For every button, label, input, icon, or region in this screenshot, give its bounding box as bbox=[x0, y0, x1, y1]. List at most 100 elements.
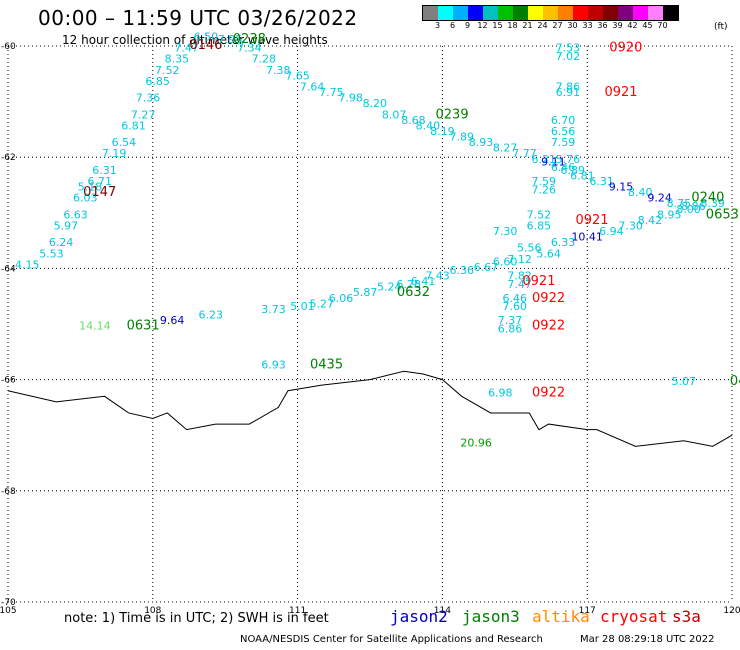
footer-credit: NOAA/NESDIS Center for Satellite Applica… bbox=[240, 634, 543, 645]
wave-height-label: 8.19 bbox=[430, 125, 455, 138]
wave-height-label: 5.64 bbox=[536, 247, 561, 260]
wave-height-label: 5.97 bbox=[54, 219, 79, 232]
legend-swatch bbox=[648, 6, 663, 20]
wave-height-label: 6.36 bbox=[449, 264, 474, 277]
legend-swatch bbox=[528, 6, 543, 20]
wave-height-label: 7.47 bbox=[174, 42, 199, 55]
wave-height-label: 7.64 bbox=[300, 80, 325, 93]
wave-height-label: 7.52 bbox=[527, 208, 552, 221]
satellite-jason2: jason2 bbox=[390, 607, 448, 626]
legend-ticks: 3 6 9 12 15 18 21 24 27 30 33 36 39 42 45 70 bbox=[430, 21, 679, 30]
wave-height-label: 9.64 bbox=[160, 314, 185, 327]
wave-height-label: 8.27 bbox=[493, 142, 518, 155]
wave-height-label: 7.43 bbox=[425, 270, 450, 283]
y-tick-label: -60 bbox=[1, 42, 16, 52]
wave-height-label: 6.46 bbox=[503, 292, 528, 305]
legend-swatch bbox=[513, 6, 528, 20]
wave-height-label: 6.23 bbox=[198, 308, 223, 321]
wave-height-label: 7.26 bbox=[532, 183, 557, 196]
wave-height-label: 6.50 bbox=[194, 30, 219, 43]
legend-swatch bbox=[573, 6, 588, 20]
wave-height-label: 5.27 bbox=[309, 297, 334, 310]
time-label: 0921 bbox=[604, 85, 637, 100]
legend-swatch bbox=[423, 6, 438, 20]
wave-height-label: 5.01 bbox=[290, 300, 315, 313]
time-label: 0239 bbox=[436, 107, 469, 122]
legend-swatch bbox=[618, 6, 633, 20]
wave-height-label: 6.81 bbox=[570, 169, 595, 182]
satellite-altika: altika bbox=[532, 607, 590, 626]
time-label: 0922 bbox=[532, 319, 565, 334]
wave-height-label: 8.86 bbox=[681, 200, 706, 213]
wave-height-label: 6.03 bbox=[73, 192, 98, 205]
wave-height-label: 7.75 bbox=[319, 86, 344, 99]
legend-swatch bbox=[588, 6, 603, 20]
wave-height-label: 8.20 bbox=[363, 97, 388, 110]
wave-height-label: 8.75 bbox=[667, 197, 692, 210]
x-tick-label: 120 bbox=[723, 606, 740, 616]
wave-height-label: 6.63 bbox=[63, 208, 88, 221]
y-tick-label: -62 bbox=[1, 153, 16, 163]
x-tick-label: 108 bbox=[144, 606, 161, 616]
wave-height-label: 8.35 bbox=[165, 53, 190, 66]
y-tick-label: -66 bbox=[1, 376, 16, 386]
legend-swatch bbox=[603, 6, 618, 20]
satellite-jason3: jason3 bbox=[462, 607, 520, 626]
wave-height-label: 7.37 bbox=[498, 314, 523, 327]
wave-height-label: 7.36 bbox=[136, 92, 161, 105]
legend-tick: 6 bbox=[449, 21, 456, 30]
coastline bbox=[7, 370, 733, 447]
time-label: 0435 bbox=[310, 357, 343, 372]
wave-height-label: 9.15 bbox=[609, 181, 634, 194]
time-label: 0921 bbox=[522, 274, 555, 289]
wave-height-label: 8.68 bbox=[401, 114, 426, 127]
wave-height-label: 6.21 bbox=[532, 153, 557, 166]
wave-height-label: 5.53 bbox=[39, 247, 64, 260]
wave-height-label: 7.65 bbox=[285, 69, 310, 82]
wave-height-label: 6.81 bbox=[121, 119, 146, 132]
wave-height-label: 6.98 bbox=[488, 386, 513, 399]
legend-swatch bbox=[543, 6, 558, 20]
wave-height-label: 7.19 bbox=[102, 147, 127, 160]
time-label: 0147 bbox=[83, 185, 116, 200]
legend-tick: 24 bbox=[537, 21, 548, 30]
wave-height-label: 5.18 bbox=[78, 181, 103, 194]
legend-tick: 12 bbox=[477, 21, 488, 30]
wave-height-label: 7.53 bbox=[556, 42, 581, 55]
wave-height-label: 7.34 bbox=[237, 42, 262, 55]
time-label: 0922 bbox=[532, 291, 565, 306]
wave-height-label: 7.82 bbox=[507, 270, 532, 283]
wave-height-label: 14.14 bbox=[79, 320, 111, 333]
wave-height-label: 6.60 bbox=[493, 256, 518, 269]
time-label: 0921 bbox=[575, 213, 608, 228]
wave-height-label: 10.41 bbox=[571, 231, 603, 244]
wave-height-label: 7.86 bbox=[556, 80, 581, 93]
color-legend: 3 6 9 12 15 18 21 24 27 30 33 36 39 42 45 70 bbox=[422, 5, 679, 30]
legend-tick: 33 bbox=[582, 21, 593, 30]
wave-height-label: 7.28 bbox=[252, 53, 277, 66]
legend-tick: 36 bbox=[597, 21, 608, 30]
time-label: 0920 bbox=[609, 41, 642, 56]
wave-height-label: 7.47 bbox=[507, 278, 532, 291]
wave-height-label: 3.73 bbox=[261, 303, 286, 316]
legend-tick: 70 bbox=[657, 21, 668, 30]
wave-height-label: 6.94 bbox=[599, 225, 624, 238]
wave-height-label: 8.40 bbox=[628, 186, 653, 199]
wave-height-label: 7.12 bbox=[507, 253, 532, 266]
x-tick-label: 114 bbox=[434, 606, 451, 616]
legend-swatch bbox=[468, 6, 483, 20]
wave-height-label: 8.95 bbox=[657, 208, 682, 221]
satellite-s3a: s3a bbox=[672, 607, 701, 626]
wave-height-label: 6.54 bbox=[112, 136, 137, 149]
wave-height-label: 7.27 bbox=[131, 108, 156, 121]
wave-height-label: 6.93 bbox=[261, 358, 286, 371]
time-label: 0632 bbox=[397, 285, 430, 300]
wave-height-label: 7.59 bbox=[532, 175, 557, 188]
wave-height-label: 6.85 bbox=[527, 219, 552, 232]
legend-tick: 39 bbox=[612, 21, 623, 30]
legend-tick: 18 bbox=[507, 21, 518, 30]
x-tick-label: 111 bbox=[289, 606, 306, 616]
legend-swatch bbox=[558, 6, 573, 20]
page-title: 00:00 – 11:59 UTC 03/26/2022 bbox=[38, 6, 358, 30]
